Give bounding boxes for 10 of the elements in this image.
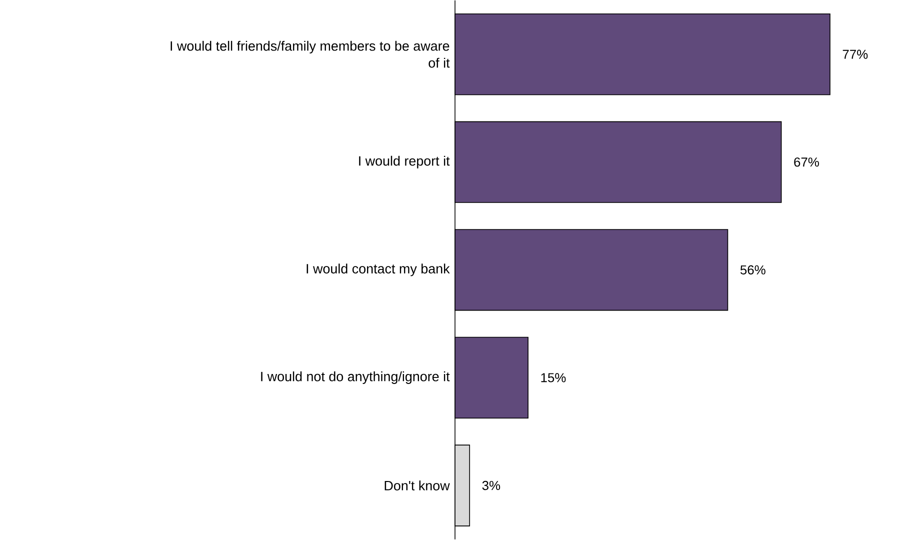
y-tick-label: I would not do anything/ignore it (261, 372, 450, 384)
data-label: 56% (740, 265, 766, 275)
y-tick-label: I would tell friends/family members to be aware of it (170, 40, 450, 68)
y-tick-label: I would report it (359, 156, 450, 168)
data-label: 3% (482, 481, 500, 490)
data-label: 77% (842, 50, 868, 59)
y-tick-label: I would contact my bank (306, 264, 450, 276)
data-label: 67% (794, 158, 819, 167)
data-label: 15% (541, 373, 566, 382)
y-tick-label: Don't know (384, 480, 450, 491)
